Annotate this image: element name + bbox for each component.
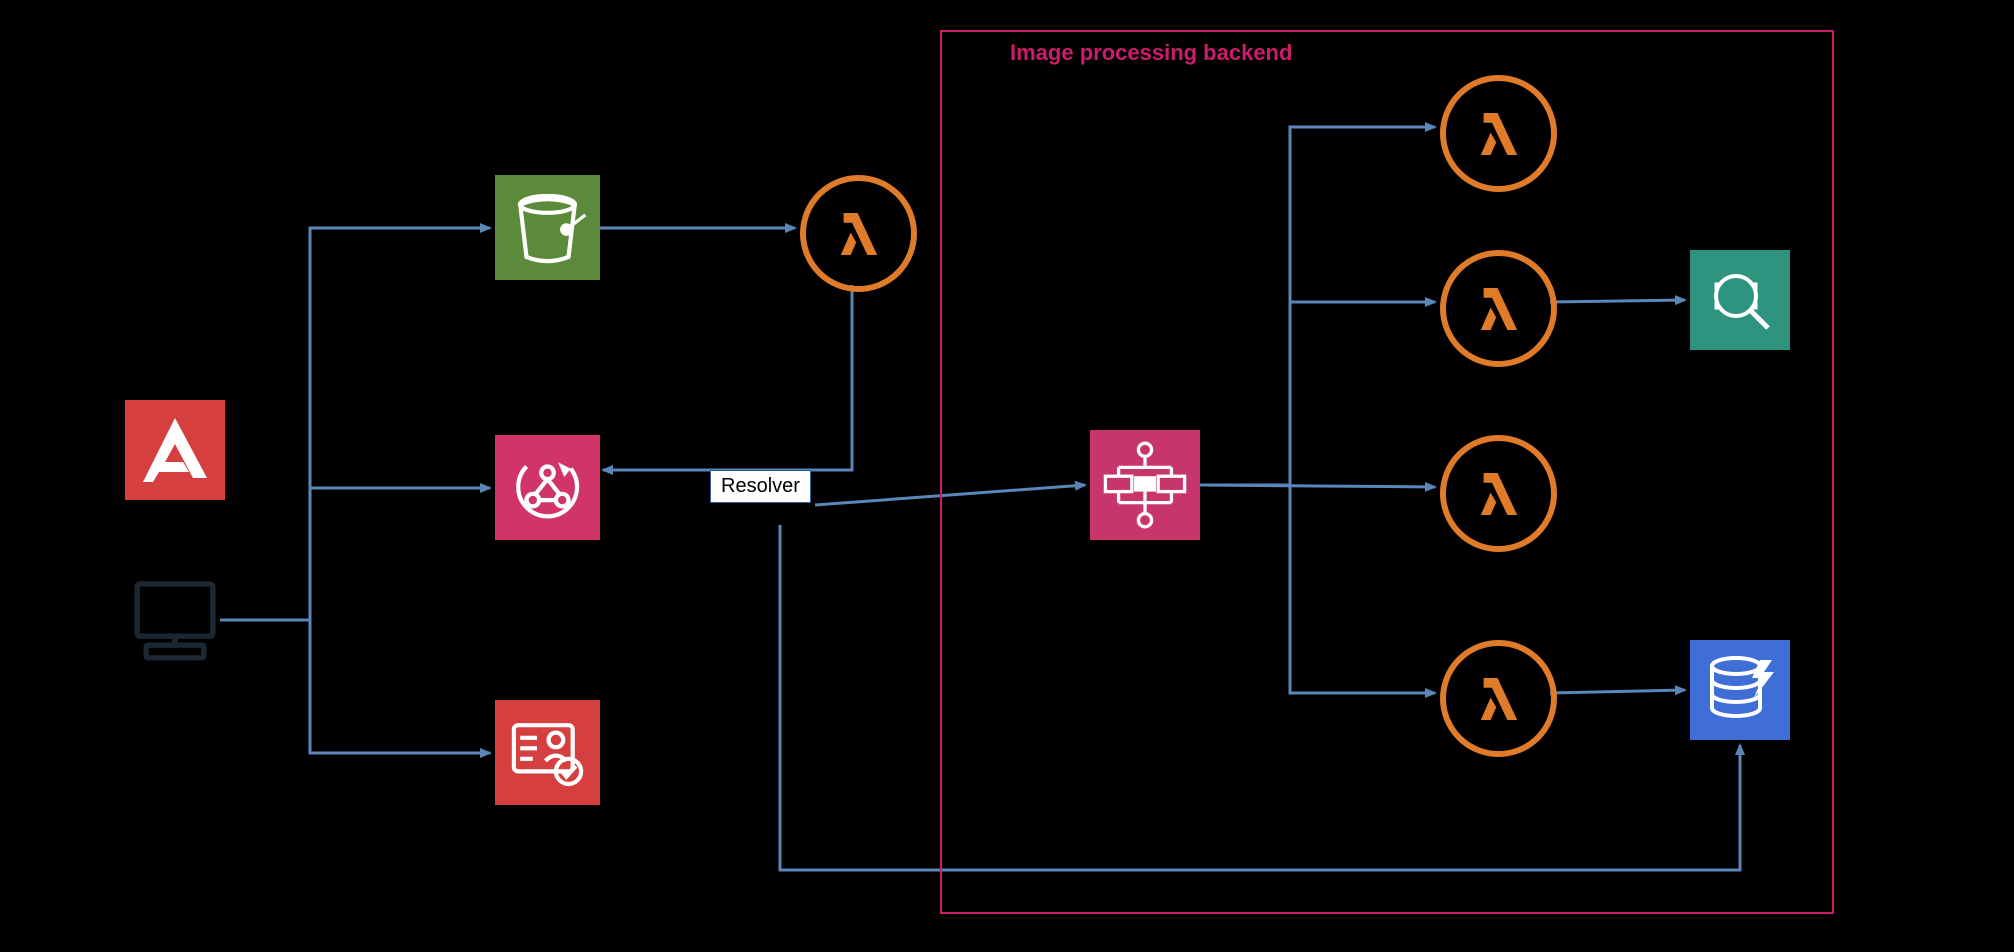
architecture-diagram: { "canvas": { "width": 2014, "height": 9… (0, 0, 2014, 952)
appsync-icon (495, 435, 600, 540)
resolver-label: Resolver (710, 470, 811, 503)
edge-e-desktop-s3 (220, 228, 490, 620)
edge-e-desktop-cog (220, 620, 490, 753)
lambda-icon (1440, 250, 1557, 367)
dynamodb-icon (1690, 640, 1790, 740)
region-title: Image processing backend (1010, 40, 1292, 66)
edge-e-lambda-apps (603, 285, 852, 470)
amplify-icon (125, 400, 225, 500)
rekognition-icon (1690, 250, 1790, 350)
lambda-icon (1440, 75, 1557, 192)
cognito-icon (495, 700, 600, 805)
client-desktop-icon (130, 575, 220, 670)
edge-e-desktop-apps (220, 488, 490, 620)
lambda-icon (1440, 640, 1557, 757)
s3-bucket-icon (495, 175, 600, 280)
step-functions-icon (1090, 430, 1200, 540)
image-processing-backend-region (940, 30, 1834, 914)
lambda-icon (1440, 435, 1557, 552)
lambda-icon (800, 175, 917, 292)
